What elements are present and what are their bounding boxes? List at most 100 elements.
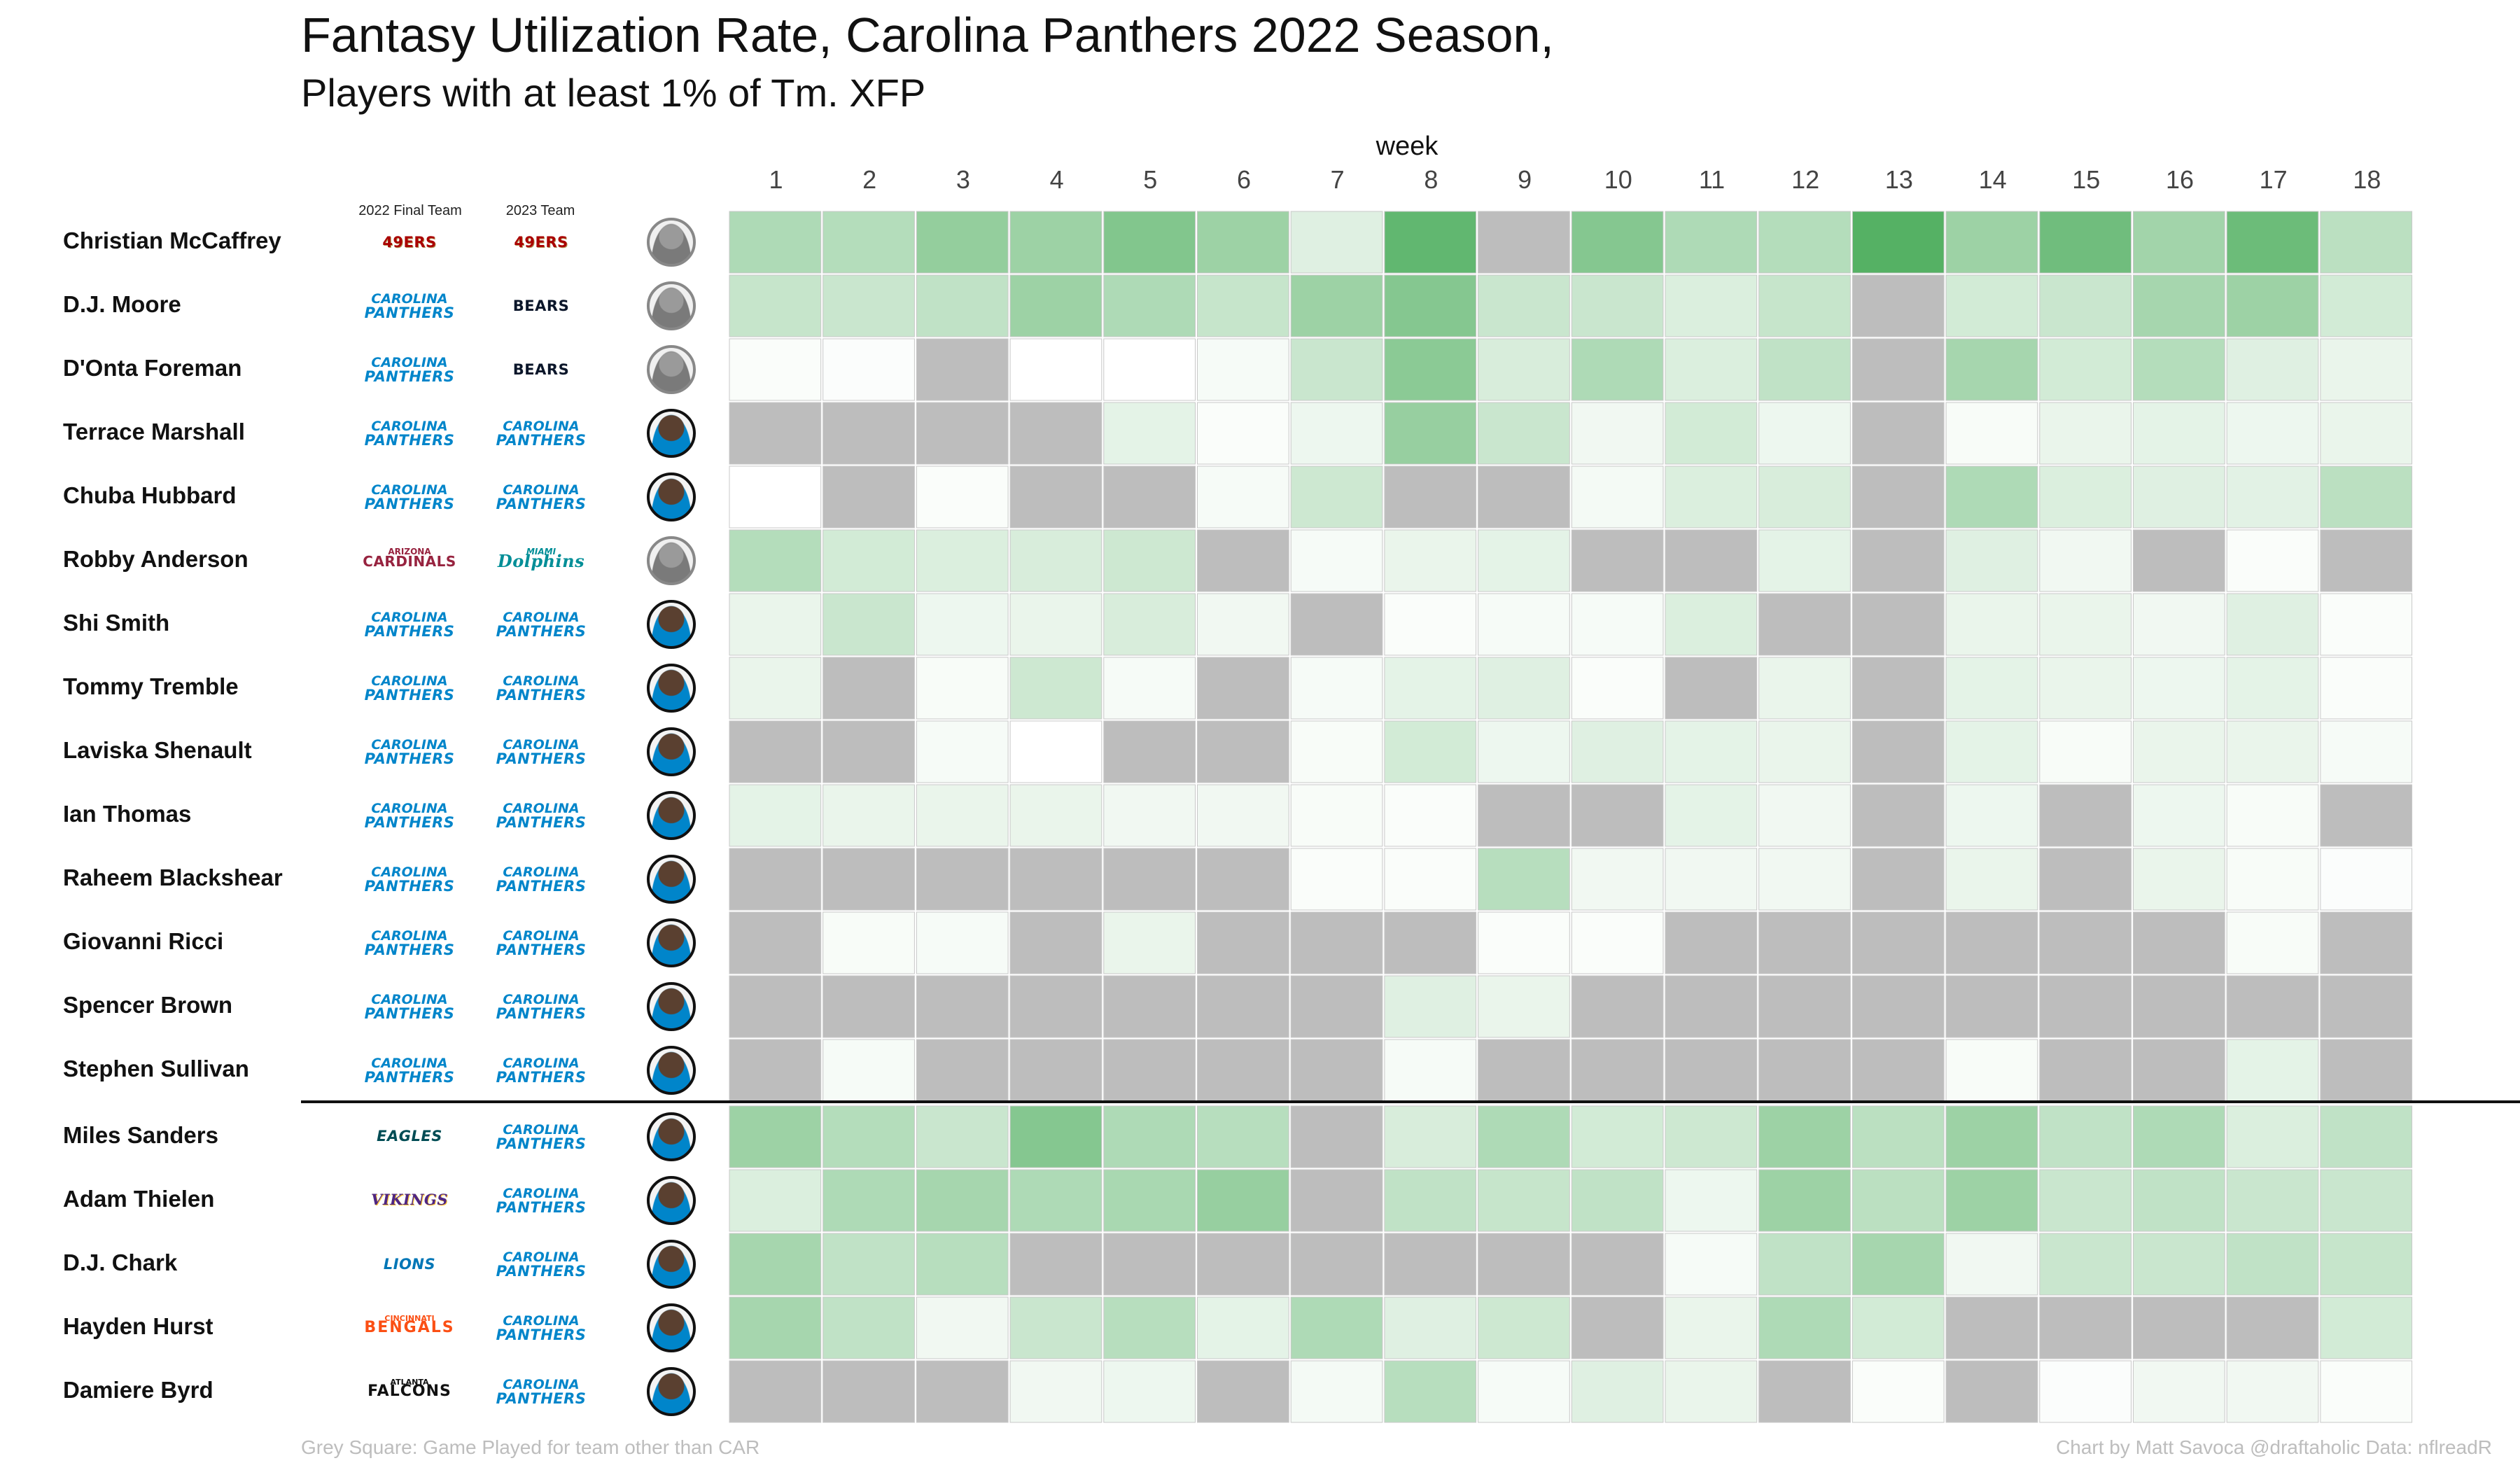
panthers-logo: CAROLINA PANTHERS <box>364 992 455 1022</box>
heatmap-cell <box>2226 1105 2319 1168</box>
niners-logo: 49ERS <box>514 234 568 251</box>
heatmap-cell <box>1851 1169 1945 1232</box>
heatmap-cell <box>822 784 915 847</box>
player-name: Shi Smith <box>63 610 170 636</box>
heatmap-cell <box>2133 211 2225 274</box>
heatmap-cell <box>2226 338 2319 401</box>
heatmap-cell-other-team <box>1665 911 1758 974</box>
heatmap-cell <box>1103 1360 1196 1423</box>
heatmap-cell-other-team <box>916 1039 1009 1102</box>
heatmap-cell <box>916 720 1009 783</box>
heatmap-cell-other-team <box>2320 911 2413 974</box>
heatmap-cell <box>1290 1360 1383 1423</box>
heatmap-cell <box>1009 657 1102 720</box>
heatmap-cell <box>1851 1296 1945 1359</box>
heatmap-cell-other-team <box>1851 975 1945 1038</box>
player-name: Spencer Brown <box>63 992 233 1018</box>
heatmap-cell <box>916 465 1009 528</box>
heatmap-cell <box>2320 1296 2413 1359</box>
heatmap-cell <box>822 338 915 401</box>
heatmap-cell <box>2039 657 2132 720</box>
heatmap-cell <box>2226 274 2319 337</box>
heatmap-cell-other-team <box>2320 529 2413 592</box>
heatmap-cell-other-team <box>1945 975 2038 1038</box>
heatmap-cell <box>729 784 822 847</box>
player-headshot <box>647 791 696 840</box>
heatmap-cell <box>1571 657 1664 720</box>
heatmap-cell <box>1945 274 2038 337</box>
heatmap-cell <box>2039 338 2132 401</box>
heatmap-cell <box>822 1233 915 1296</box>
panthers-logo: CAROLINA PANTHERS <box>496 1056 587 1086</box>
column-header-2022-team: 2022 Final Team <box>358 203 462 218</box>
heatmap-cell-other-team <box>2133 1296 2225 1359</box>
heatmap-cell <box>1197 211 1289 274</box>
cardinals-logo: ARIZONA CARDINALS <box>363 547 456 570</box>
heatmap-cell <box>1384 784 1477 847</box>
player-headshot <box>647 982 696 1031</box>
panthers-logo: CAROLINA PANTHERS <box>364 610 455 640</box>
heatmap-cell-other-team <box>1758 1360 1851 1423</box>
heatmap-cell <box>822 211 915 274</box>
heatmap-cell <box>2226 720 2319 783</box>
heatmap-cell <box>2133 465 2225 528</box>
eagles-logo: EAGLES <box>377 1128 442 1144</box>
heatmap-cell <box>1197 1296 1289 1359</box>
panthers-logo: CAROLINA PANTHERS <box>364 355 455 385</box>
heatmap-cell-other-team <box>1571 1039 1664 1102</box>
heatmap-cell <box>729 657 822 720</box>
player-name: Ian Thomas <box>63 801 192 827</box>
heatmap-cell <box>1478 593 1570 656</box>
player-headshot <box>647 918 696 967</box>
heatmap-cell-other-team <box>1290 1105 1383 1168</box>
heatmap-cell <box>2133 848 2225 911</box>
heatmap-cell <box>2320 402 2413 465</box>
week-tick-17: 17 <box>2259 165 2288 194</box>
player-name: Chuba Hubbard <box>63 482 237 508</box>
week-tick-7: 7 <box>1330 165 1345 194</box>
heatmap-cell-other-team <box>916 402 1009 465</box>
heatmap-cell-other-team <box>1851 784 1945 847</box>
heatmap-cell <box>2226 657 2319 720</box>
heatmap-cell-other-team <box>1478 1233 1570 1296</box>
week-tick-16: 16 <box>2165 165 2194 194</box>
heatmap-cell-other-team <box>1571 784 1664 847</box>
heatmap-cell-other-team <box>1290 975 1383 1038</box>
player-name: Miles Sanders <box>63 1122 218 1148</box>
heatmap-cell <box>1851 1105 1945 1168</box>
heatmap-cell <box>1758 1296 1851 1359</box>
heatmap-cell-other-team <box>2320 975 2413 1038</box>
heatmap-cell <box>1103 784 1196 847</box>
heatmap-cell-other-team <box>1758 1039 1851 1102</box>
heatmap-cell-other-team <box>1945 1296 2038 1359</box>
panthers-logo: CAROLINA PANTHERS <box>496 801 587 831</box>
footer-credit: Chart by Matt Savoca @draftaholic Data: … <box>2056 1436 2492 1458</box>
heatmap-cell <box>916 1105 1009 1168</box>
heatmap-cell-other-team <box>1665 1039 1758 1102</box>
heatmap-cell-other-team <box>1758 593 1851 656</box>
week-tick-8: 8 <box>1424 165 1438 194</box>
heatmap-cell <box>1758 1233 1851 1296</box>
heatmap-cell-other-team <box>1384 465 1477 528</box>
heatmap-cell <box>2133 402 2225 465</box>
heatmap-cell <box>2133 274 2225 337</box>
heatmap-cell-other-team <box>1384 1233 1477 1296</box>
heatmap-cell-other-team <box>1197 720 1289 783</box>
heatmap-cell <box>2226 1169 2319 1232</box>
heatmap-cell-other-team <box>1290 593 1383 656</box>
heatmap-cell <box>1197 593 1289 656</box>
heatmap-cell <box>1384 1360 1477 1423</box>
heatmap-cell <box>1478 1169 1570 1232</box>
heatmap-cell <box>2320 1233 2413 1296</box>
heatmap-cell <box>1478 274 1570 337</box>
heatmap-cell-other-team <box>916 975 1009 1038</box>
heatmap-cell-other-team <box>1851 911 1945 974</box>
heatmap-cell <box>1103 211 1196 274</box>
player-headshot <box>647 727 696 776</box>
heatmap-cell-other-team <box>1197 848 1289 911</box>
heatmap-cell <box>1665 593 1758 656</box>
heatmap-cell <box>1384 211 1477 274</box>
heatmap-cell-other-team <box>1571 1296 1664 1359</box>
panthers-logo: CAROLINA PANTHERS <box>496 673 587 704</box>
